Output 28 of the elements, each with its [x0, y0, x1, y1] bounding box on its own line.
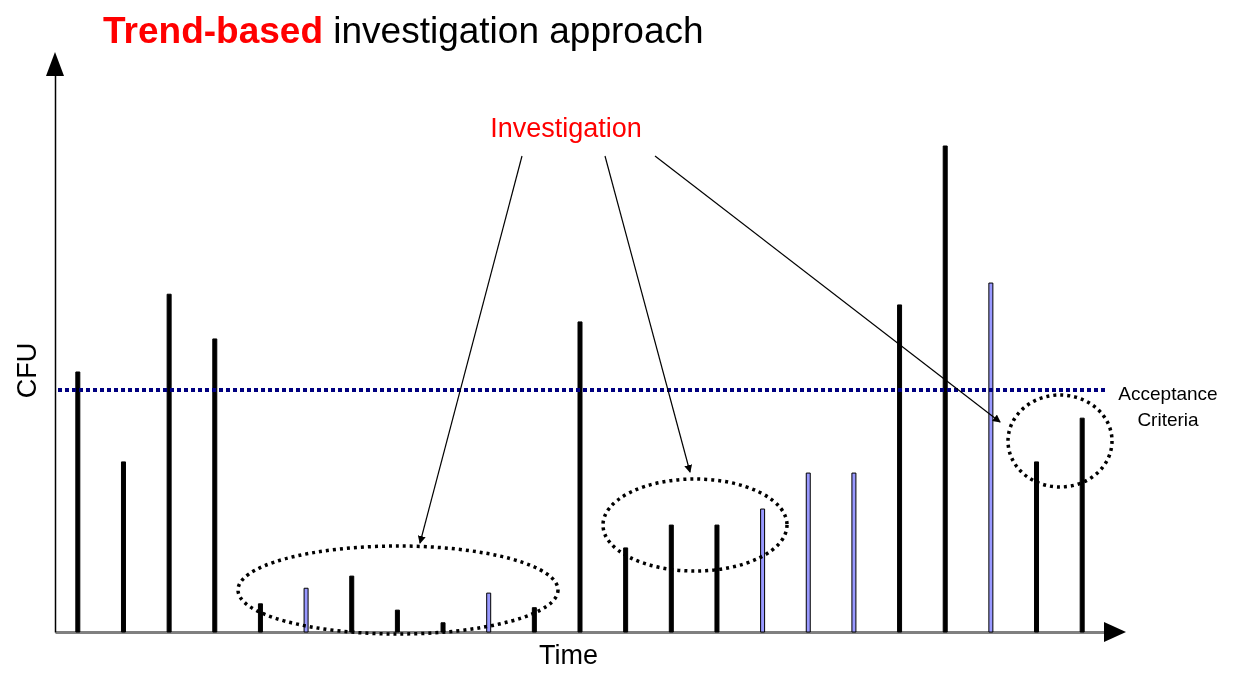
- bar: [257, 603, 263, 633]
- text: Investigation: [490, 113, 642, 144]
- chart-title: Trend-based investigation approach: [103, 10, 704, 52]
- y-axis-title: CFU: [11, 342, 42, 399]
- bar: [1079, 417, 1085, 633]
- bar: [166, 293, 172, 633]
- bar: [942, 145, 948, 633]
- bar: [577, 321, 583, 633]
- bar: [988, 282, 994, 633]
- bar: [760, 508, 766, 633]
- bar: [1034, 461, 1040, 633]
- bar: [120, 461, 126, 633]
- bar: [440, 622, 446, 633]
- bar: [75, 371, 81, 633]
- bar: [897, 304, 903, 633]
- bar: [668, 524, 674, 633]
- bar: [212, 338, 218, 633]
- bar: [486, 592, 492, 633]
- bar: [349, 575, 355, 633]
- bar: [394, 609, 400, 633]
- bar: [623, 547, 629, 633]
- bar: [303, 587, 309, 633]
- bar: [851, 472, 857, 633]
- bar: [531, 607, 537, 633]
- ref-line-label: Acceptance Criteria: [1118, 382, 1218, 430]
- bar: [805, 472, 811, 633]
- x-axis-title: Time: [539, 639, 598, 670]
- bar: [714, 524, 720, 633]
